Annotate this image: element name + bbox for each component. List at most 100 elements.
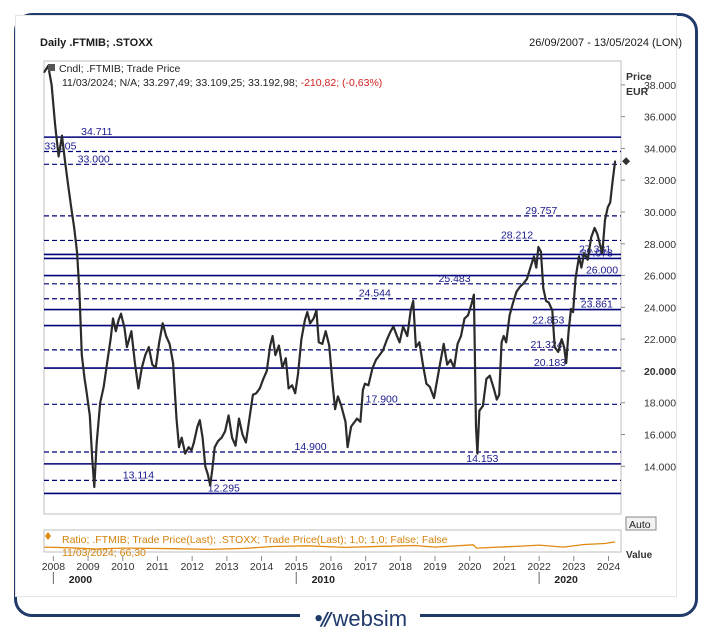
price-point: [502, 335, 505, 337]
price-point: [213, 446, 216, 449]
price-point: [265, 370, 268, 372]
series-swatch-icon: [48, 64, 55, 71]
legend-series-label: Cndl; .FTMIB; Trade Price: [59, 63, 181, 75]
price-point: [378, 354, 381, 356]
price-point: [147, 346, 150, 348]
x-tick-label: 2015: [285, 561, 309, 573]
price-point: [392, 325, 395, 328]
price-point: [262, 378, 265, 380]
date-range: 26/09/2007 - 13/05/2024 (LON): [529, 37, 682, 49]
price-point: [206, 473, 209, 476]
ratio-series-line: [44, 541, 616, 551]
price-point: [375, 358, 377, 361]
price-point: [190, 449, 193, 452]
value-axis-title: Value: [626, 550, 653, 561]
price-point: [478, 409, 481, 412]
chart-title: Daily .FTMIB; .STOXX: [40, 37, 154, 49]
auto-button-label[interactable]: Auto: [629, 519, 651, 531]
y-tick-label: 20.000: [644, 366, 676, 378]
price-point: [165, 335, 168, 337]
price-point: [547, 301, 550, 304]
price-point: [593, 227, 596, 229]
price-point: [385, 339, 388, 342]
price-point: [231, 436, 234, 439]
ratio-legend-label: Ratio; .FTMIB; Trade Price(Last); .STOXX…: [62, 534, 448, 546]
price-point: [78, 290, 81, 293]
price-point: [515, 290, 518, 293]
price-point: [340, 405, 343, 407]
ratio-legend-value: 11/03/2024; 66,30: [62, 547, 146, 559]
price-point: [99, 401, 102, 404]
x-major-tick-label: 2010: [312, 574, 336, 586]
price-point: [346, 446, 349, 449]
price-point: [126, 346, 128, 348]
price-point: [43, 71, 46, 73]
legend-ohlc: 11/03/2024; N/A; 33.297,49; 33.109,25; 3…: [62, 77, 382, 89]
level-label: 14.900: [295, 441, 327, 453]
price-point: [297, 373, 299, 375]
price-point: [529, 266, 532, 269]
price-point: [291, 384, 293, 387]
price-point: [473, 293, 475, 296]
price-point: [398, 341, 401, 344]
price-point: [382, 349, 384, 352]
auto-button[interactable]: Auto: [625, 516, 657, 531]
ratio-marker-icon: [45, 532, 51, 540]
price-point: [425, 382, 428, 385]
price-point: [63, 158, 66, 161]
price-point: [601, 252, 604, 255]
price-point: [294, 392, 297, 395]
level-label: 29.757: [525, 205, 557, 217]
y-tick-label: 34.000: [644, 143, 676, 155]
price-point: [590, 236, 593, 239]
x-tick-label: 2009: [76, 561, 100, 573]
price-point: [317, 341, 320, 344]
price-plot-area: [43, 60, 622, 515]
price-point: [488, 374, 491, 377]
price-point: [586, 258, 589, 261]
price-point: [161, 322, 164, 325]
price-point: [433, 397, 435, 399]
currency-label: EUR: [626, 86, 649, 98]
price-point: [614, 160, 616, 163]
price-point: [211, 468, 214, 471]
price-point: [201, 436, 204, 439]
price-point: [422, 363, 424, 366]
price-point: [204, 465, 207, 468]
price-point: [551, 309, 554, 312]
level-label: 33.000: [78, 153, 110, 165]
price-point: [456, 343, 459, 345]
price-point: [596, 233, 599, 236]
price-point: [344, 420, 347, 423]
y-tick-label: 38.000: [644, 80, 676, 92]
price-point: [144, 354, 147, 356]
price-point: [224, 430, 227, 433]
price-point: [540, 250, 542, 253]
price-point: [498, 393, 501, 396]
price-point: [137, 387, 140, 390]
auto-button-box[interactable]: [625, 516, 657, 531]
price-point: [120, 312, 122, 315]
price-point: [396, 335, 398, 337]
price-point: [446, 363, 449, 366]
level-label: 12.295: [208, 482, 240, 494]
price-point: [130, 330, 133, 333]
price-point: [73, 227, 76, 229]
price-point: [324, 330, 327, 333]
price-point: [598, 242, 601, 245]
price-point: [439, 362, 442, 364]
price-point: [54, 123, 56, 126]
websim-mark-icon: •//: [312, 608, 332, 630]
price-point: [245, 441, 247, 444]
price-point: [435, 381, 438, 383]
price-point: [304, 319, 306, 321]
y-tick-label: 16.000: [644, 430, 676, 442]
price-point: [198, 419, 201, 422]
price-point: [611, 179, 614, 182]
x-tick-label: 2010: [111, 561, 135, 573]
price-point: [70, 207, 73, 210]
price-point: [274, 354, 277, 356]
price-point: [512, 301, 514, 304]
price-point: [76, 250, 78, 253]
